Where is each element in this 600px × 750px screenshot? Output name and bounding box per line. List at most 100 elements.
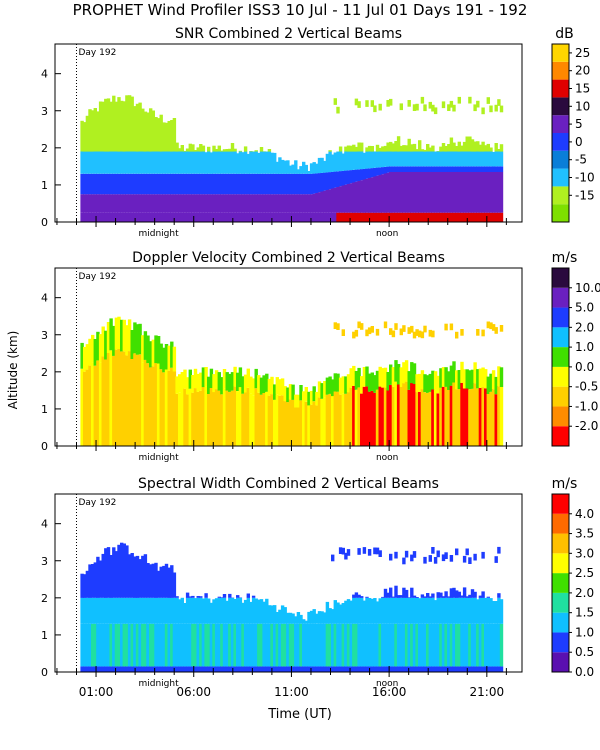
data-cell <box>433 557 438 564</box>
colorbar-swatch <box>552 204 569 222</box>
data-cell <box>88 338 92 366</box>
data-cell <box>426 375 430 393</box>
data-cell <box>265 173 269 195</box>
data-cell <box>499 151 504 167</box>
data-cell <box>489 666 493 672</box>
data-cell <box>360 212 364 222</box>
data-cell <box>114 317 119 350</box>
data-cell <box>220 212 224 222</box>
data-cell <box>193 212 198 222</box>
data-cell <box>154 335 158 364</box>
data-cell <box>486 97 490 104</box>
data-cell <box>362 666 367 672</box>
data-cell <box>280 623 285 667</box>
data-cell <box>420 151 425 167</box>
data-cell <box>151 194 155 213</box>
data-cell <box>323 612 327 624</box>
data-cell <box>418 666 422 672</box>
data-cell <box>486 143 490 152</box>
data-cell <box>370 666 374 672</box>
data-cell <box>112 325 116 356</box>
data-cell <box>320 383 324 399</box>
data-cell <box>214 666 219 672</box>
data-cell <box>428 555 432 562</box>
data-cell <box>423 596 427 598</box>
data-cell <box>412 104 417 111</box>
data-cell <box>280 212 285 222</box>
data-cell <box>162 372 166 446</box>
data-cell <box>135 666 140 672</box>
data-cell <box>230 212 235 222</box>
data-cell <box>478 388 483 446</box>
data-cell <box>180 194 184 213</box>
data-cell <box>478 144 483 152</box>
data-cell <box>302 161 306 174</box>
data-cell <box>309 610 314 624</box>
data-cell <box>120 319 124 352</box>
data-cell <box>164 563 169 598</box>
data-cell <box>149 623 153 667</box>
data-cell <box>381 151 385 168</box>
data-cell <box>375 547 380 555</box>
data-cell <box>428 666 432 672</box>
data-cell <box>412 363 417 384</box>
data-cell <box>106 194 111 213</box>
data-cell <box>320 157 324 173</box>
data-cell <box>291 194 295 213</box>
y-tick-label: 1 <box>41 179 48 192</box>
data-cell <box>383 321 388 329</box>
data-cell <box>135 212 140 222</box>
data-cell <box>378 550 382 557</box>
data-cell <box>209 173 214 195</box>
data-cell <box>489 598 493 624</box>
data-cell <box>441 171 446 213</box>
data-cell <box>354 212 359 222</box>
data-cell <box>254 623 258 667</box>
data-cell <box>431 547 435 554</box>
data-cell <box>399 597 403 624</box>
data-cell <box>127 212 132 222</box>
data-cell <box>299 614 303 624</box>
data-cell <box>470 388 475 446</box>
data-cell <box>352 331 356 339</box>
data-cell <box>288 399 293 446</box>
data-cell <box>146 563 150 598</box>
data-cell <box>217 390 221 446</box>
data-cell <box>336 151 340 172</box>
data-cell <box>262 212 266 222</box>
data-cell <box>333 373 337 392</box>
data-cell <box>449 588 454 598</box>
colorbar-swatch <box>552 366 569 387</box>
data-cell <box>396 666 401 672</box>
data-cell <box>420 597 425 624</box>
data-cell <box>497 597 501 624</box>
data-cell <box>386 592 390 598</box>
data-cell <box>423 149 427 152</box>
data-cell <box>151 623 155 667</box>
data-cell <box>212 212 216 222</box>
data-cell <box>357 594 361 598</box>
data-cell <box>199 212 203 222</box>
data-cell <box>114 349 119 446</box>
data-cell <box>486 212 490 222</box>
data-cell <box>251 395 256 446</box>
data-cell <box>352 151 356 170</box>
data-cell <box>455 590 459 598</box>
data-cell <box>433 666 438 672</box>
data-cell <box>404 360 409 382</box>
data-cell <box>122 151 126 174</box>
colorbar-label: 0.0 <box>575 665 594 679</box>
data-cell <box>447 166 451 172</box>
data-cell <box>201 151 206 174</box>
data-cell <box>117 623 121 667</box>
data-cell <box>178 173 182 195</box>
data-cell <box>149 666 153 672</box>
data-cell <box>381 597 385 624</box>
data-cell <box>98 194 103 213</box>
data-cell <box>357 151 361 170</box>
data-cell <box>302 619 306 624</box>
data-cell <box>133 106 137 152</box>
data-cell <box>373 375 377 393</box>
data-cell <box>399 666 403 672</box>
data-cell <box>499 171 504 213</box>
